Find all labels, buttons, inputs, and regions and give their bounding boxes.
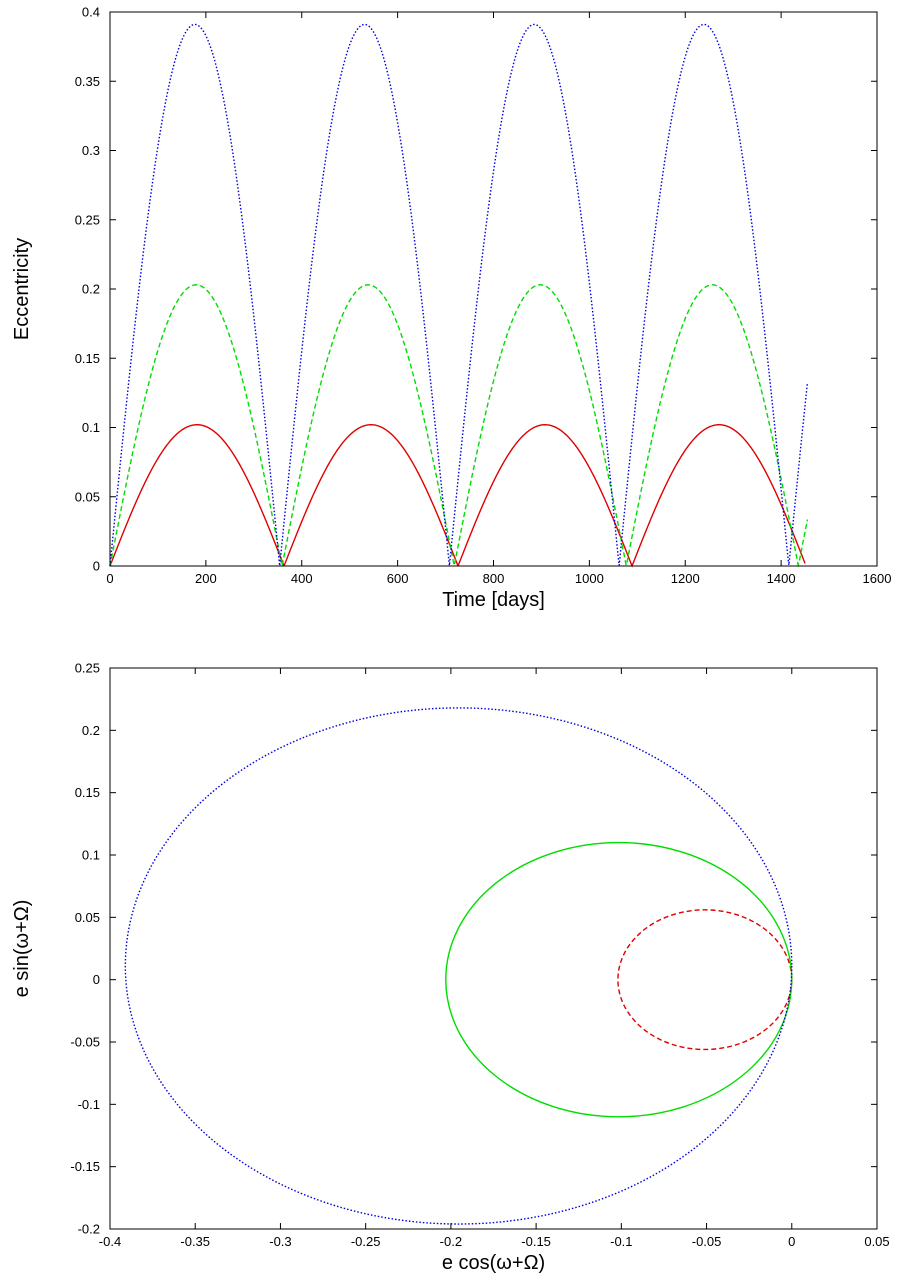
y-tick-label: 0.1: [82, 420, 100, 435]
series-line-1: [109, 284, 809, 568]
y-tick-label: 0.25: [75, 661, 100, 676]
series-layer: [124, 707, 793, 1225]
y-tick-label: -0.15: [70, 1159, 100, 1174]
x-tick-label: 1000: [575, 571, 604, 586]
x-tick-label: -0.4: [99, 1234, 121, 1249]
x-tick-label: -0.15: [521, 1234, 551, 1249]
series-curve-0: [617, 909, 793, 1051]
series-curve-1: [445, 841, 793, 1118]
plot-frame: [109, 667, 878, 1230]
y-axis-title: e sin(ω+Ω): [11, 900, 33, 998]
y-tick-label: -0.1: [78, 1097, 100, 1112]
x-tick-label: -0.2: [440, 1234, 462, 1249]
x-axis-title: Time [days]: [442, 589, 545, 611]
y-tick-label: 0.1: [82, 848, 100, 863]
y-tick-label: -0.2: [78, 1222, 100, 1237]
y-tick-labels: 0 0.05 0.1 0.15 0.2 0.25 0.3 0.35 0.4: [75, 5, 100, 574]
x-tick-label: 600: [387, 571, 409, 586]
y-tick-label: 0.05: [75, 489, 100, 504]
y-axis-title: Eccentricity: [11, 238, 33, 340]
series-line-2: [109, 23, 809, 567]
x-tick-label: 800: [483, 571, 505, 586]
eccentricity-vs-time-chart: 0 200 400 600 800 1000 1200 1400 1600 0 0.05 0.1 0.…: [11, 5, 891, 612]
x-tick-label: 1200: [671, 571, 700, 586]
y-tick-label: -0.05: [70, 1035, 100, 1050]
tick-marks: [109, 11, 878, 567]
x-tick-label: 200: [195, 571, 217, 586]
x-tick-label: 1600: [863, 571, 892, 586]
x-tick-label: -0.25: [351, 1234, 381, 1249]
y-tick-label: 0: [93, 972, 100, 987]
y-tick-label: 0.35: [75, 74, 100, 89]
x-tick-label: -0.1: [610, 1234, 632, 1249]
x-tick-label: 0: [788, 1234, 795, 1249]
y-tick-label: 0.15: [75, 351, 100, 366]
y-tick-label: 0.25: [75, 212, 100, 227]
series-layer: [109, 23, 809, 568]
x-tick-label: 400: [291, 571, 313, 586]
x-tick-label: 1400: [767, 571, 796, 586]
x-tick-label: -0.35: [180, 1234, 210, 1249]
y-tick-label: 0.2: [82, 723, 100, 738]
series-line-0: [109, 424, 806, 568]
y-tick-labels: -0.2 -0.15 -0.1 -0.05 0 0.05 0.1 0.15 0.2 0.25: [70, 661, 100, 1237]
y-tick-label: 0.15: [75, 785, 100, 800]
x-tick-label: 0.05: [864, 1234, 889, 1249]
y-tick-label: 0: [93, 559, 100, 574]
x-tick-label: 0: [106, 571, 113, 586]
eccentricity-vector-chart: -0.4 -0.35 -0.3 -0.25 -0.2 -0.15 -0.1 -0.05 0 0.0…: [11, 661, 890, 1275]
x-tick-label: -0.3: [269, 1234, 291, 1249]
y-tick-label: 0.2: [82, 282, 100, 297]
y-tick-label: 0.3: [82, 143, 100, 158]
y-tick-label: 0.4: [82, 5, 100, 20]
y-tick-label: 0.05: [75, 910, 100, 925]
tick-marks: [109, 667, 878, 1230]
x-tick-labels: 0 200 400 600 800 1000 1200 1400 1600: [106, 571, 891, 586]
series-curve-2: [124, 707, 793, 1225]
x-tick-label: -0.05: [692, 1234, 722, 1249]
x-axis-title: e cos(ω+Ω): [442, 1252, 545, 1274]
x-tick-labels: -0.4 -0.35 -0.3 -0.25 -0.2 -0.15 -0.1 -0.05 0 0.0…: [99, 1234, 890, 1249]
